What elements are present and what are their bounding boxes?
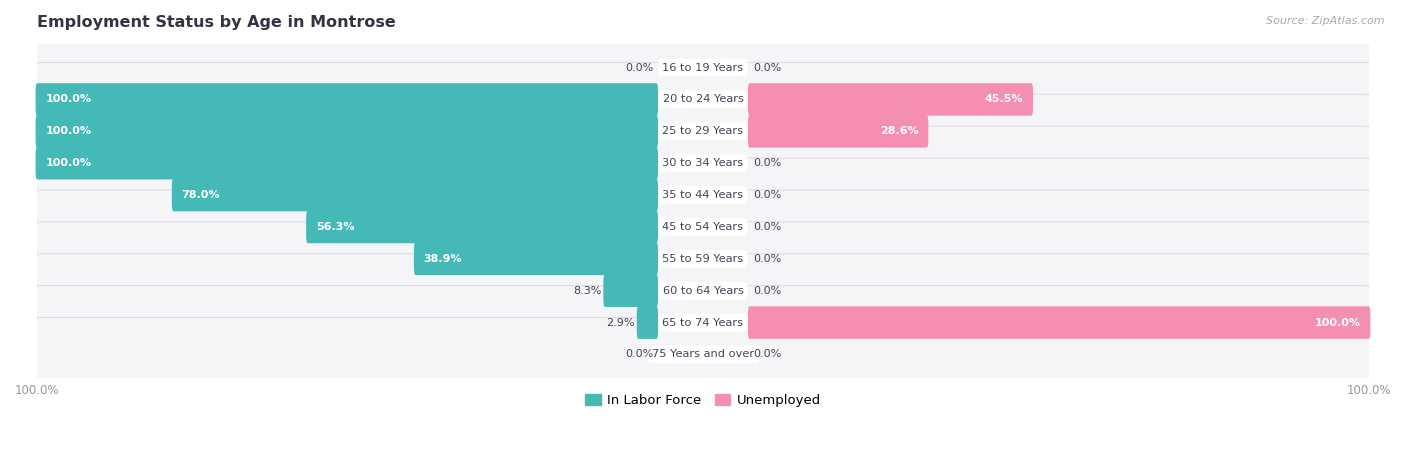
Text: 8.3%: 8.3%	[574, 286, 602, 296]
Text: 0.0%: 0.0%	[754, 190, 782, 200]
FancyBboxPatch shape	[603, 275, 658, 307]
Text: 0.0%: 0.0%	[754, 286, 782, 296]
Text: 25 to 29 Years: 25 to 29 Years	[662, 126, 744, 136]
FancyBboxPatch shape	[413, 243, 658, 275]
Text: 38.9%: 38.9%	[423, 254, 463, 264]
FancyBboxPatch shape	[34, 31, 1372, 105]
FancyBboxPatch shape	[748, 83, 1033, 116]
Text: 0.0%: 0.0%	[754, 63, 782, 73]
Text: 0.0%: 0.0%	[624, 63, 652, 73]
Legend: In Labor Force, Unemployed: In Labor Force, Unemployed	[579, 388, 827, 412]
Text: 56.3%: 56.3%	[316, 222, 354, 232]
FancyBboxPatch shape	[35, 115, 658, 147]
Text: 16 to 19 Years: 16 to 19 Years	[662, 63, 744, 73]
Text: 100.0%: 100.0%	[1315, 318, 1361, 327]
Text: 75 Years and over: 75 Years and over	[652, 350, 754, 359]
FancyBboxPatch shape	[748, 306, 1371, 339]
FancyBboxPatch shape	[34, 285, 1372, 359]
Text: 0.0%: 0.0%	[754, 350, 782, 359]
FancyBboxPatch shape	[34, 94, 1372, 168]
Text: 30 to 34 Years: 30 to 34 Years	[662, 158, 744, 168]
Text: 35 to 44 Years: 35 to 44 Years	[662, 190, 744, 200]
Text: 100.0%: 100.0%	[45, 158, 91, 168]
Text: Employment Status by Age in Montrose: Employment Status by Age in Montrose	[37, 15, 396, 30]
Text: 45.5%: 45.5%	[984, 94, 1024, 105]
Text: 100.0%: 100.0%	[45, 94, 91, 105]
Text: 28.6%: 28.6%	[880, 126, 918, 136]
FancyBboxPatch shape	[34, 158, 1372, 232]
FancyBboxPatch shape	[34, 254, 1372, 328]
Text: 0.0%: 0.0%	[754, 222, 782, 232]
FancyBboxPatch shape	[748, 115, 928, 147]
FancyBboxPatch shape	[34, 190, 1372, 264]
FancyBboxPatch shape	[172, 179, 658, 212]
Text: 60 to 64 Years: 60 to 64 Years	[662, 286, 744, 296]
Text: 100.0%: 100.0%	[45, 126, 91, 136]
Text: 78.0%: 78.0%	[181, 190, 219, 200]
Text: Source: ZipAtlas.com: Source: ZipAtlas.com	[1267, 16, 1385, 26]
Text: 2.9%: 2.9%	[606, 318, 636, 327]
FancyBboxPatch shape	[307, 211, 658, 243]
FancyBboxPatch shape	[35, 147, 658, 179]
Text: 0.0%: 0.0%	[754, 158, 782, 168]
Text: 20 to 24 Years: 20 to 24 Years	[662, 94, 744, 105]
FancyBboxPatch shape	[34, 318, 1372, 391]
Text: 55 to 59 Years: 55 to 59 Years	[662, 254, 744, 264]
FancyBboxPatch shape	[34, 222, 1372, 296]
FancyBboxPatch shape	[35, 83, 658, 116]
FancyBboxPatch shape	[34, 63, 1372, 137]
FancyBboxPatch shape	[34, 126, 1372, 200]
Text: 45 to 54 Years: 45 to 54 Years	[662, 222, 744, 232]
FancyBboxPatch shape	[637, 306, 658, 339]
Text: 65 to 74 Years: 65 to 74 Years	[662, 318, 744, 327]
Text: 0.0%: 0.0%	[624, 350, 652, 359]
Text: 0.0%: 0.0%	[754, 254, 782, 264]
